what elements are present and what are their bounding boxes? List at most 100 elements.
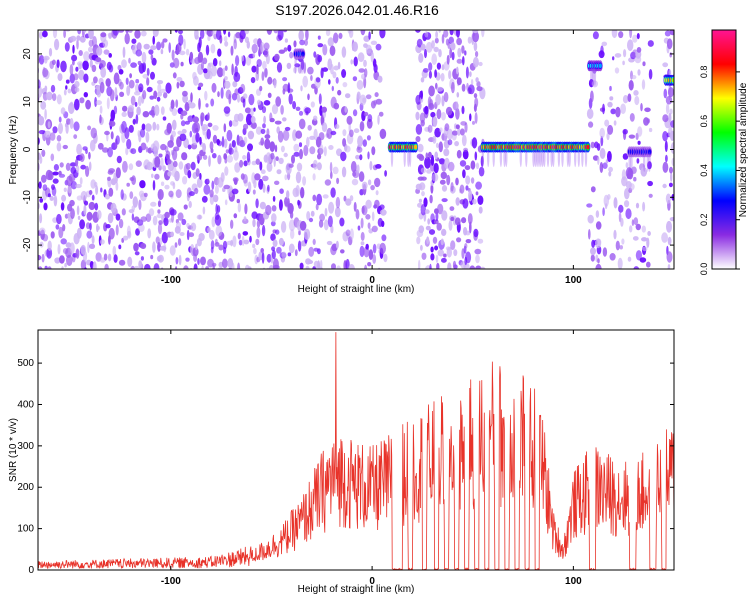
spectrogram-cell [103,49,110,55]
spectrogram-cell [350,59,354,65]
spectrogram-cell [300,59,305,70]
spectrogram-cell [266,162,273,172]
spectrogram-band-cell [557,147,561,168]
spectrogram-cell [80,164,87,170]
spectrogram-cell [61,194,67,202]
spectrogram-cell [224,166,229,176]
spectrogram-cell [648,69,653,80]
spectrogram-cell [83,51,90,62]
spectrogram-cell [450,216,455,222]
spectrogram-cell [264,67,268,78]
spectrogram-cell [293,151,300,157]
spectrogram-cell [282,117,287,122]
spectrogram-cell [58,170,62,176]
spectrogram-cell [619,245,623,250]
spectrogram-cell [635,223,641,231]
spectrogram-cell [477,238,484,244]
spectrogram-cell [50,231,55,239]
spectrogram-cell [74,80,80,88]
spectrogram-cell [361,181,368,190]
spectrogram-cell [610,108,616,115]
spectrogram-cell [112,245,117,257]
spectrogram-cell [56,59,60,68]
spectrogram-cell [420,244,423,251]
spectrogram-cell [295,184,300,197]
spectrogram-cell [72,269,75,276]
spectrogram-cell [342,82,348,88]
spectrogram-cell [628,80,634,91]
spectrogram-cell [337,61,341,70]
spectrogram-cell [312,194,317,202]
snr-panel: -100 0 100 0 100 200 300 400 500 Height of strai… [8,329,675,595]
spectrogram-band-cell [539,147,542,168]
spectrogram-cell [588,229,591,240]
spectrogram-cell [455,177,459,186]
spectrogram-cell [247,266,252,269]
spectrogram-cell [475,77,479,83]
spectrogram-cell [433,162,439,174]
spectrogram-cell [349,129,354,138]
spectrogram-cell [261,251,265,264]
spectrogram-cell [374,177,381,188]
spectrogram-cell [185,48,190,56]
spectrogram-cell [359,245,365,258]
spectrogram-cell [227,31,231,38]
spectrogram-cell [448,36,455,45]
spectrogram-cell [151,173,154,178]
spectrogram-cell [137,95,142,107]
spectrogram-cell [662,131,668,142]
spectrogram-cell [462,169,466,179]
spectrogram-cell [138,199,142,211]
spectrogram-cell [473,93,478,99]
spectrogram-cell [620,103,626,115]
spectrogram-cell [64,30,71,32]
spectrogram-x-tick-label: 100 [565,275,582,286]
spectrogram-cell [76,165,80,173]
spectrogram-cell [334,206,341,218]
spectrogram-cell [100,66,107,78]
spectrogram-cell [662,62,669,68]
spectrogram-cell [278,237,284,246]
snr-x-tick-label: -100 [161,576,181,587]
spectrogram-cell [251,65,257,73]
spectrogram-cell [38,130,46,135]
spectrogram-cell [239,159,244,168]
spectrogram-cell [430,246,434,253]
spectrogram-cell [173,160,178,168]
spectrogram-cell [271,213,277,223]
spectrogram-cell [641,237,648,242]
spectrogram-cell [71,54,78,62]
spectrogram-cell [179,269,184,273]
spectrogram-cell [100,32,107,38]
spectrogram-cell [99,105,103,114]
spectrogram-cell [263,115,266,124]
spectrogram-cell [209,141,214,151]
spectrogram-cell [78,62,82,70]
spectrogram-cell [115,224,119,236]
spectrogram-cell [588,121,594,128]
spectrogram-cell [198,98,201,110]
spectrogram-band-cell [561,147,564,168]
spectrogram-cell [467,36,472,44]
snr-axes: -100 0 100 0 100 200 300 400 500 [17,330,674,587]
spectrogram-cell [637,69,641,76]
spectrogram-cell [263,42,270,51]
spectrogram-cell [128,163,134,171]
spectrogram-cell [667,87,674,98]
spectrogram-cell [127,256,133,267]
spectrogram-cell [149,95,155,100]
spectrogram-cell [121,59,127,68]
spectrogram-cell [328,201,335,214]
spectrogram-cell [478,166,485,177]
spectrogram-cell [434,245,439,251]
spectrogram-cell [61,266,64,269]
spectrogram-band-cell [668,80,671,101]
spectrogram-cell [435,254,439,263]
spectrogram-band-cell [543,147,546,168]
spectrogram-cell [330,225,334,234]
spectrogram-cell [200,256,206,266]
spectrogram-cell [640,103,643,112]
spectrogram-cell [225,89,232,100]
spectrogram-cell [467,213,473,225]
